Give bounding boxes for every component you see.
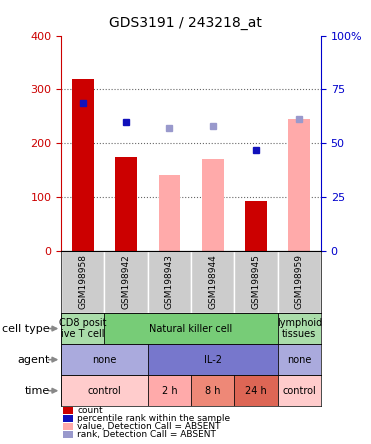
Bar xyxy=(234,251,278,313)
Bar xyxy=(148,344,278,375)
Text: GDS3191 / 243218_at: GDS3191 / 243218_at xyxy=(109,16,262,30)
Bar xyxy=(115,157,137,251)
Text: GSM198945: GSM198945 xyxy=(252,254,260,309)
Bar xyxy=(61,375,148,406)
Text: GSM198944: GSM198944 xyxy=(208,254,217,309)
Bar xyxy=(278,251,321,313)
Bar xyxy=(234,375,278,406)
Text: 8 h: 8 h xyxy=(205,386,220,396)
Bar xyxy=(61,313,105,344)
Bar xyxy=(191,375,234,406)
Text: cell type: cell type xyxy=(3,324,50,333)
Text: IL-2: IL-2 xyxy=(204,355,222,365)
Bar xyxy=(148,251,191,313)
Bar xyxy=(278,344,321,375)
Text: 24 h: 24 h xyxy=(245,386,267,396)
Bar xyxy=(289,119,310,251)
Text: GSM198959: GSM198959 xyxy=(295,254,304,309)
Text: GSM198943: GSM198943 xyxy=(165,254,174,309)
Text: 2 h: 2 h xyxy=(162,386,177,396)
Text: percentile rank within the sample: percentile rank within the sample xyxy=(77,414,230,423)
Text: value, Detection Call = ABSENT: value, Detection Call = ABSENT xyxy=(77,422,221,431)
Bar xyxy=(278,313,321,344)
Text: count: count xyxy=(77,406,103,415)
Bar xyxy=(278,375,321,406)
Bar xyxy=(72,79,93,251)
Text: none: none xyxy=(287,355,312,365)
Bar xyxy=(159,175,180,251)
Text: control: control xyxy=(88,386,121,396)
Text: Natural killer cell: Natural killer cell xyxy=(150,324,233,333)
Text: time: time xyxy=(25,386,50,396)
Bar xyxy=(191,251,234,313)
Bar xyxy=(61,251,105,313)
Text: GSM198942: GSM198942 xyxy=(122,254,131,309)
Bar xyxy=(61,344,148,375)
Text: GSM198958: GSM198958 xyxy=(78,254,87,309)
Bar xyxy=(105,251,148,313)
Text: none: none xyxy=(92,355,117,365)
Text: rank, Detection Call = ABSENT: rank, Detection Call = ABSENT xyxy=(77,430,216,439)
Text: control: control xyxy=(282,386,316,396)
Text: agent: agent xyxy=(18,355,50,365)
Text: CD8 posit
ive T cell: CD8 posit ive T cell xyxy=(59,318,106,339)
Bar xyxy=(105,313,278,344)
Bar xyxy=(148,375,191,406)
Text: lymphoid
tissues: lymphoid tissues xyxy=(277,318,322,339)
Bar xyxy=(202,159,224,251)
Bar xyxy=(245,201,267,251)
